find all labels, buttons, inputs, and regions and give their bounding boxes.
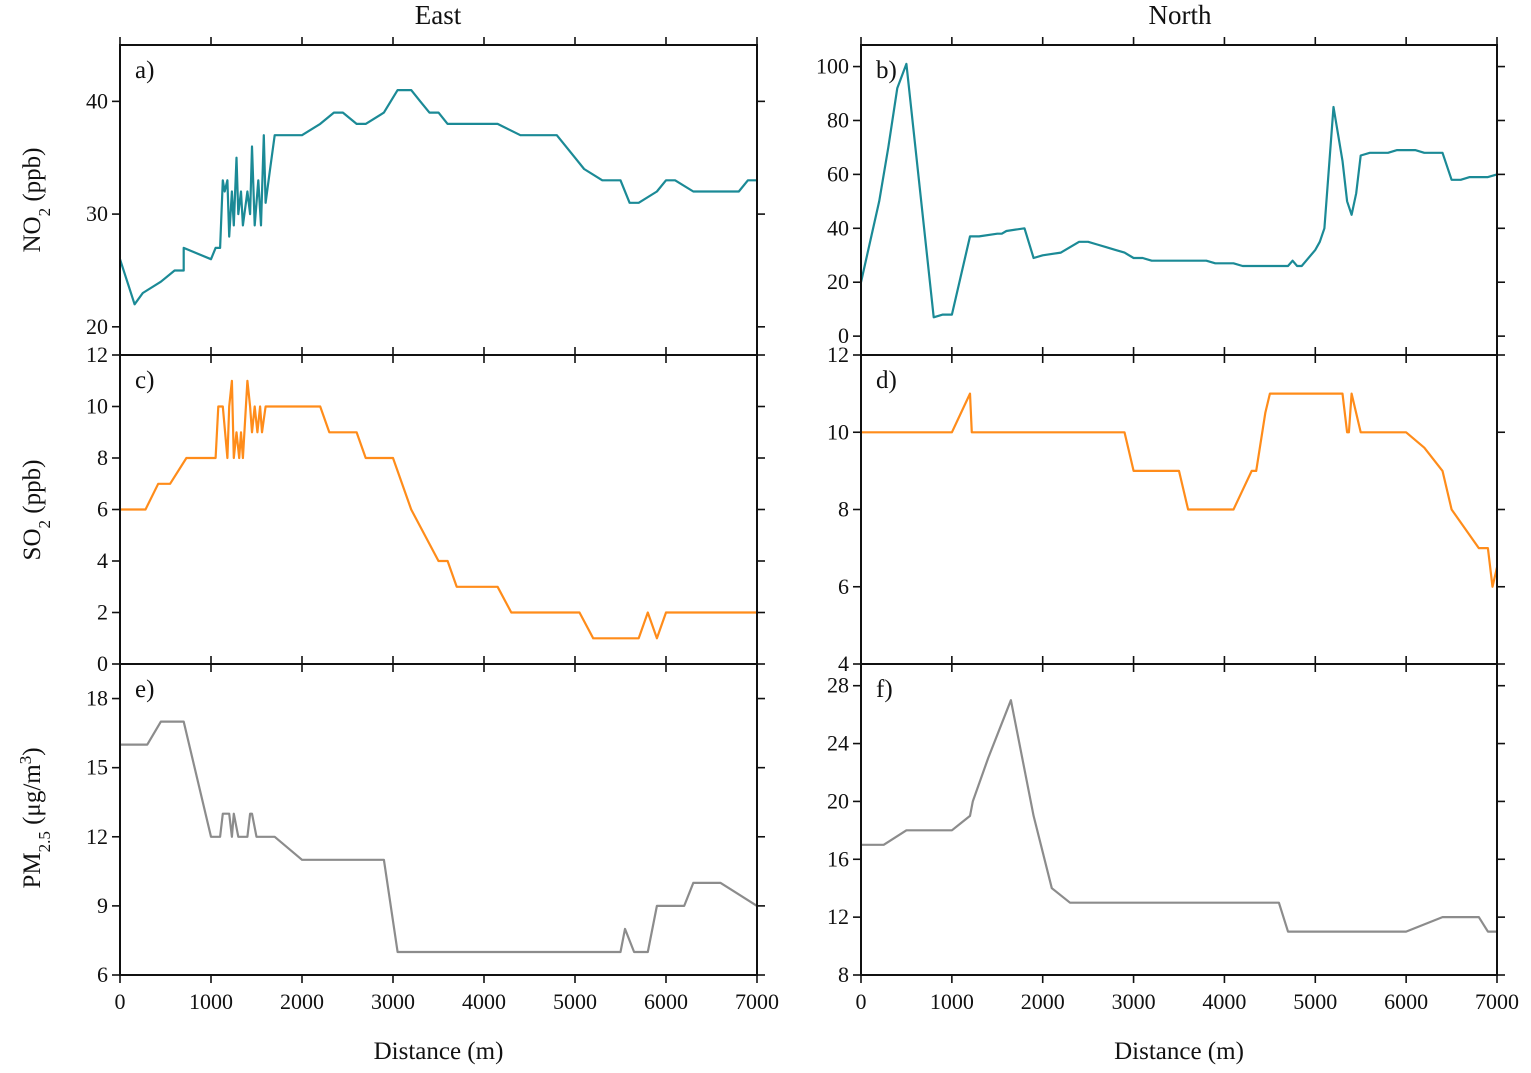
y-axis-label-pm25-close: ) (19, 747, 46, 755)
y-tick-label: 8 (97, 445, 108, 470)
x-tick-label: 3000 (1112, 989, 1156, 1014)
y-tick-label: 20 (86, 314, 108, 339)
series-line-c-0 (120, 379, 757, 640)
series-line-a-0 (118, 88, 757, 306)
y-axis-label-pm25-sup: 3 (16, 756, 35, 765)
panel-label-e: e) (135, 676, 154, 703)
y-tick-label: 9 (97, 893, 108, 918)
y-axis-label-pm25: PM2.5 (μg/m3) (16, 747, 54, 888)
x-tick-label: 4000 (1202, 989, 1246, 1014)
x-tick-label: 7000 (1475, 989, 1519, 1014)
y-axis-label-so2: SO2 (ppb) (19, 460, 54, 561)
panel-a: 20 30 40 a) (86, 37, 765, 363)
panel-b: 0 20 40 60 80 100 b) (816, 37, 1505, 363)
y-tick-label: 12 (86, 824, 108, 849)
panel-label-b: b) (876, 57, 897, 84)
y-tick-label: 18 (86, 686, 108, 711)
y-tick-label: 6 (97, 497, 108, 522)
plot-frame-b (860, 44, 1498, 356)
x-tick-label: 2000 (1021, 989, 1065, 1014)
y-tick-label: 4 (838, 651, 849, 676)
y-axis-label-so2-sub: 2 (35, 520, 54, 529)
x-tick-label: 0 (115, 989, 126, 1014)
x-tick-label: 0 (856, 989, 867, 1014)
y-tick-label: 12 (86, 342, 108, 367)
y-axis-label-pm25-sub: 2.5 (35, 831, 54, 852)
plot-frame-d (860, 354, 1498, 665)
plot-frame-f (860, 663, 1498, 976)
y-tick-label: 8 (838, 497, 849, 522)
y-tick-label: 24 (827, 731, 849, 756)
y-tick-label: 8 (838, 962, 849, 987)
panel-e: 6 9 12 15 18 0 1000 2000 3000 4000 5000 6000 7000 e) D… (86, 656, 779, 1065)
y-axis-label-pm25-unit: (μg/m (19, 764, 46, 831)
y-axis-label-no2-sub: 2 (35, 208, 54, 217)
y-axis-label-pm25-main: PM (19, 852, 46, 888)
series-line-e-0 (120, 720, 758, 954)
series-line-f-0 (861, 699, 1497, 933)
x-tick-label: 1000 (189, 989, 233, 1014)
y-tick-label: 28 (827, 673, 849, 698)
y-axis-label-so2-unit: (ppb) (19, 460, 46, 520)
y-tick-label: 6 (97, 962, 108, 987)
x-tick-label: 6000 (644, 989, 688, 1014)
y-tick-label: 40 (827, 215, 849, 240)
x-tick-label: 2000 (280, 989, 324, 1014)
y-tick-label: 20 (827, 788, 849, 813)
plot-frame-a (119, 44, 758, 356)
x-tick-label: 5000 (1293, 989, 1337, 1014)
y-axis-label-no2-unit: (ppb) (19, 147, 46, 207)
y-tick-label: 80 (827, 107, 849, 132)
y-tick-label: 30 (86, 201, 108, 226)
y-tick-label: 100 (816, 54, 849, 79)
x-tick-label: 5000 (553, 989, 597, 1014)
panel-label-a: a) (135, 57, 154, 84)
y-tick-label: 40 (86, 88, 108, 113)
panel-label-f: f) (876, 676, 893, 703)
column-title-north: North (1149, 0, 1212, 30)
x-tick-label: 1000 (930, 989, 974, 1014)
x-tick-label: 6000 (1384, 989, 1428, 1014)
x-tick-label: 4000 (462, 989, 506, 1014)
x-tick-label: 3000 (371, 989, 415, 1014)
panel-c: 0 2 4 6 8 10 12 c) (86, 342, 765, 676)
y-tick-label: 60 (827, 161, 849, 186)
y-tick-label: 0 (838, 323, 849, 348)
column-title-east: East (415, 0, 462, 30)
y-tick-label: 12 (827, 342, 849, 367)
panel-d: 4 6 8 10 12 d) (827, 342, 1505, 676)
y-tick-label: 2 (97, 600, 108, 625)
y-axis-label-no2-main: NO (19, 216, 46, 252)
x-tick-label: 7000 (735, 989, 779, 1014)
y-tick-label: 12 (827, 904, 849, 929)
y-tick-label: 15 (86, 755, 108, 780)
plot-frame-c (119, 354, 758, 665)
panel-f: 8 12 16 20 24 28 0 1000 2000 3000 4000 5000 6000 7000… (827, 656, 1519, 1065)
y-tick-label: 10 (86, 394, 108, 419)
y-tick-label: 0 (97, 651, 108, 676)
y-axis-label-no2: NO2 (ppb) (19, 147, 54, 252)
x-axis-title-f: Distance (m) (1114, 1038, 1244, 1065)
panel-label-c: c) (135, 367, 154, 394)
x-axis-title-e: Distance (m) (374, 1038, 504, 1065)
y-axis-label-so2-main: SO (19, 528, 46, 560)
plot-frame-e (119, 663, 758, 976)
y-tick-label: 4 (97, 548, 108, 573)
panel-label-d: d) (876, 367, 897, 394)
y-tick-label: 6 (838, 574, 849, 599)
y-tick-label: 16 (827, 846, 849, 871)
series-line-b-0 (859, 62, 1498, 319)
y-tick-label: 20 (827, 269, 849, 294)
series-line-d-0 (861, 392, 1499, 588)
y-tick-label: 10 (827, 419, 849, 444)
